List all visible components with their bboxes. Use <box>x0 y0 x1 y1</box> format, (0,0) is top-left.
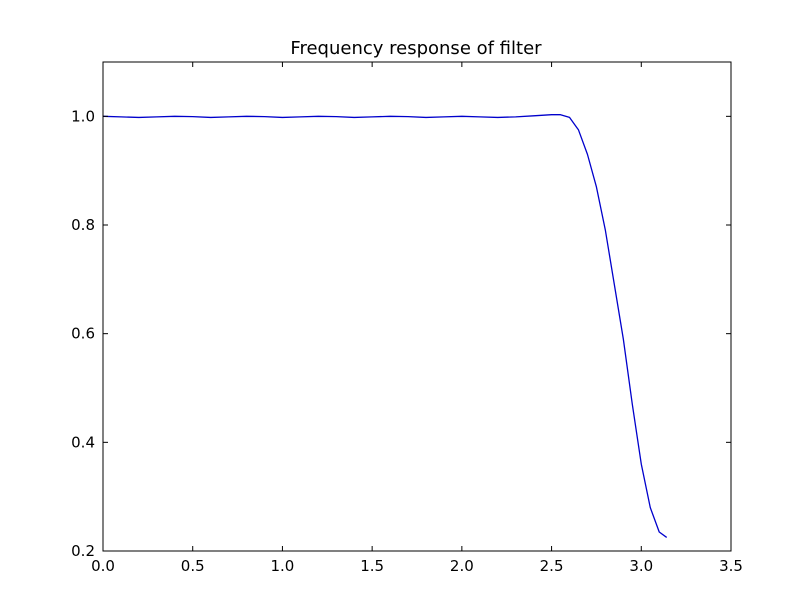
y-tick-label: 1.0 <box>71 107 95 125</box>
x-tick-label: 1.5 <box>360 557 384 575</box>
x-tick-label: 1.0 <box>270 557 294 575</box>
chart-title: Frequency response of filter <box>290 38 542 59</box>
axes-frame <box>102 61 732 552</box>
y-tick-label: 0.2 <box>71 542 95 560</box>
x-tick-label: 0.5 <box>181 557 205 575</box>
y-tick-label: 0.8 <box>71 216 95 234</box>
y-tick-label: 0.6 <box>71 325 95 343</box>
x-tick-label: 2.5 <box>540 557 564 575</box>
x-tick-label: 2.0 <box>450 557 474 575</box>
y-tick-label: 0.4 <box>71 433 95 451</box>
x-tick-label: 3.5 <box>719 557 743 575</box>
x-tick-label: 3.0 <box>629 557 653 575</box>
plot-area: 0.0 0.5 1.0 1.5 2.0 2.5 3.0 3.5 0.2 0.4 0.6 0.8 1.0 <box>71 61 743 575</box>
series-line-0 <box>102 114 668 538</box>
x-tick-label: 0.0 <box>91 557 115 575</box>
